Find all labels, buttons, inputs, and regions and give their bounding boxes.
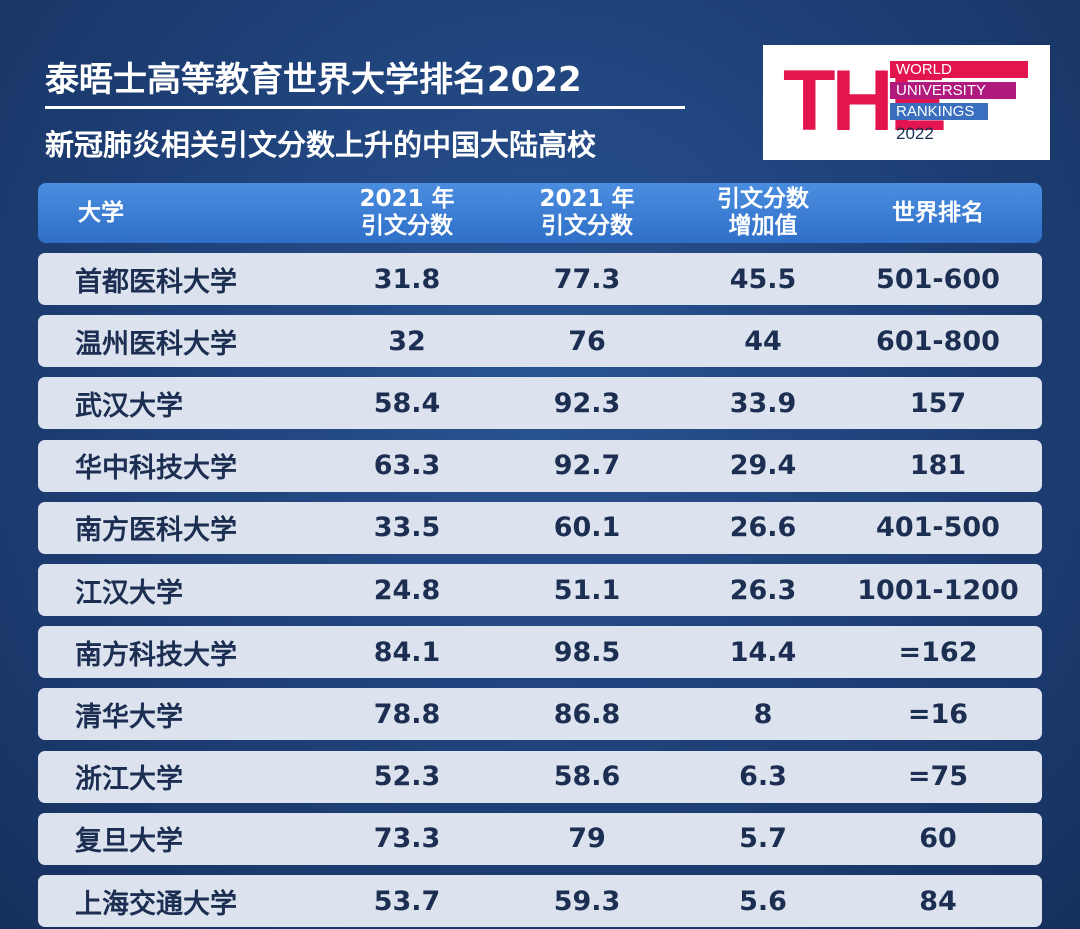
table-cell: 26.3	[729, 574, 797, 606]
table-cell: 14.4	[729, 636, 797, 668]
table-cell: 24.8	[373, 574, 441, 606]
table-row: 江汉大学 24.8 51.1 26.3 1001-1200	[38, 564, 1042, 616]
university-name: 复旦大学	[75, 826, 183, 858]
column-header: 引文分数 增加值	[678, 183, 848, 243]
table-cell: 32	[388, 325, 426, 357]
header-line: 引文分数	[361, 213, 453, 239]
subtitle: 新冠肺炎相关引文分数上升的中国大陆高校	[45, 128, 597, 162]
header-line: 世界排名	[892, 199, 984, 226]
logo-line: WORLD	[890, 61, 1028, 78]
table-cell: 501-600	[876, 263, 1000, 295]
title-rule	[45, 106, 685, 109]
table-cell: 77.3	[553, 263, 621, 295]
table-cell: 84	[919, 885, 957, 917]
table-row: 清华大学 78.8 86.8 8 =16	[38, 688, 1042, 741]
table-cell: 51.1	[553, 574, 621, 606]
university-name: 南方医科大学	[75, 515, 237, 547]
university-name: 武汉大学	[75, 390, 183, 422]
logo-line: UNIVERSITY	[890, 82, 1016, 99]
university-name: 华中科技大学	[75, 453, 237, 485]
table-cell: 86.8	[553, 698, 621, 730]
table-cell: 92.7	[553, 450, 621, 482]
table-cell: 33.5	[373, 512, 441, 544]
table-cell: 29.4	[729, 450, 797, 482]
table-cell: 98.5	[553, 636, 621, 668]
table-cell: 76	[568, 325, 606, 357]
table-cell: =16	[907, 698, 969, 730]
table-row: 首都医科大学 31.8 77.3 45.5 501-600	[38, 253, 1042, 305]
column-header: 大学	[78, 183, 124, 243]
table-row: 华中科技大学 63.3 92.7 29.4 181	[38, 439, 1042, 492]
university-name: 浙江大学	[75, 764, 183, 796]
table-cell: 1001-1200	[857, 574, 1019, 606]
column-header: 2021 年引文分数	[502, 183, 672, 243]
logo: THE WORLD UNIVERSITY RANKINGS 2022	[763, 45, 1050, 160]
header-line: 大学	[78, 199, 124, 226]
table-row: 温州医科大学 32 76 44 601-800	[38, 315, 1042, 368]
table-row: 浙江大学 52.3 58.6 6.3 =75	[38, 750, 1042, 803]
table-cell: 6.3	[739, 761, 787, 793]
table-cell: 5.7	[739, 823, 787, 855]
university-name: 清华大学	[75, 701, 183, 733]
table-cell: 44	[744, 325, 782, 357]
table-cell: 60.1	[553, 512, 621, 544]
university-name: 南方科技大学	[75, 639, 237, 671]
column-header: 2021 年引文分数	[322, 183, 492, 243]
table-cell: 60	[919, 823, 957, 855]
table-cell: 8	[753, 698, 773, 730]
table-cell: 33.9	[729, 387, 797, 419]
header-line: 引文分数	[541, 213, 633, 239]
table-row: 复旦大学 73.3 79 5.7 60	[38, 812, 1042, 865]
table-cell: 601-800	[876, 325, 1000, 357]
table-cell: 92.3	[553, 387, 621, 419]
header-line: 2021 年	[359, 186, 455, 212]
university-name: 温州医科大学	[75, 328, 237, 360]
table-cell: 63.3	[373, 450, 441, 482]
table-cell: 26.6	[729, 512, 797, 544]
table-row: 上海交通大学 53.7 59.3 5.6 84	[38, 875, 1042, 927]
table-cell: 157	[909, 387, 967, 419]
table-cell: 53.7	[373, 885, 441, 917]
title: 泰晤士高等教育世界大学排名2022	[45, 60, 582, 100]
table-cell: 31.8	[373, 263, 441, 295]
table-cell: 52.3	[373, 761, 441, 793]
table-cell: 5.6	[739, 885, 787, 917]
table-cell: 78.8	[373, 698, 441, 730]
header-line: 增加值	[728, 213, 798, 239]
table-cell: 84.1	[373, 636, 441, 668]
table-cell: =162	[898, 636, 978, 668]
university-name: 江汉大学	[75, 577, 183, 609]
table-cell: 401-500	[876, 512, 1000, 544]
table-cell: 59.3	[553, 885, 621, 917]
header-line: 2021 年	[539, 186, 635, 212]
table-cell: 73.3	[373, 823, 441, 855]
university-name: 上海交通大学	[75, 888, 237, 920]
table-header: 大学 2021 年引文分数 2021 年引文分数 引文分数 增加值 世界排名	[38, 183, 1042, 243]
table-row: 武汉大学 58.4 92.3 33.9 157	[38, 377, 1042, 430]
table-cell: 79	[568, 823, 606, 855]
logo-line: 2022	[896, 124, 934, 143]
column-header: 世界排名	[853, 183, 1023, 243]
table-cell: =75	[907, 761, 969, 793]
table-cell: 181	[909, 450, 967, 482]
header-line: 引文分数	[717, 186, 809, 212]
table-row: 南方科技大学 84.1 98.5 14.4 =162	[38, 626, 1042, 679]
table-cell: 45.5	[729, 263, 797, 295]
table-row: 南方医科大学 33.5 60.1 26.6 401-500	[38, 501, 1042, 554]
university-name: 首都医科大学	[75, 266, 237, 298]
table-cell: 58.6	[553, 761, 621, 793]
table-cell: 58.4	[373, 387, 441, 419]
logo-line: RANKINGS	[890, 103, 988, 120]
